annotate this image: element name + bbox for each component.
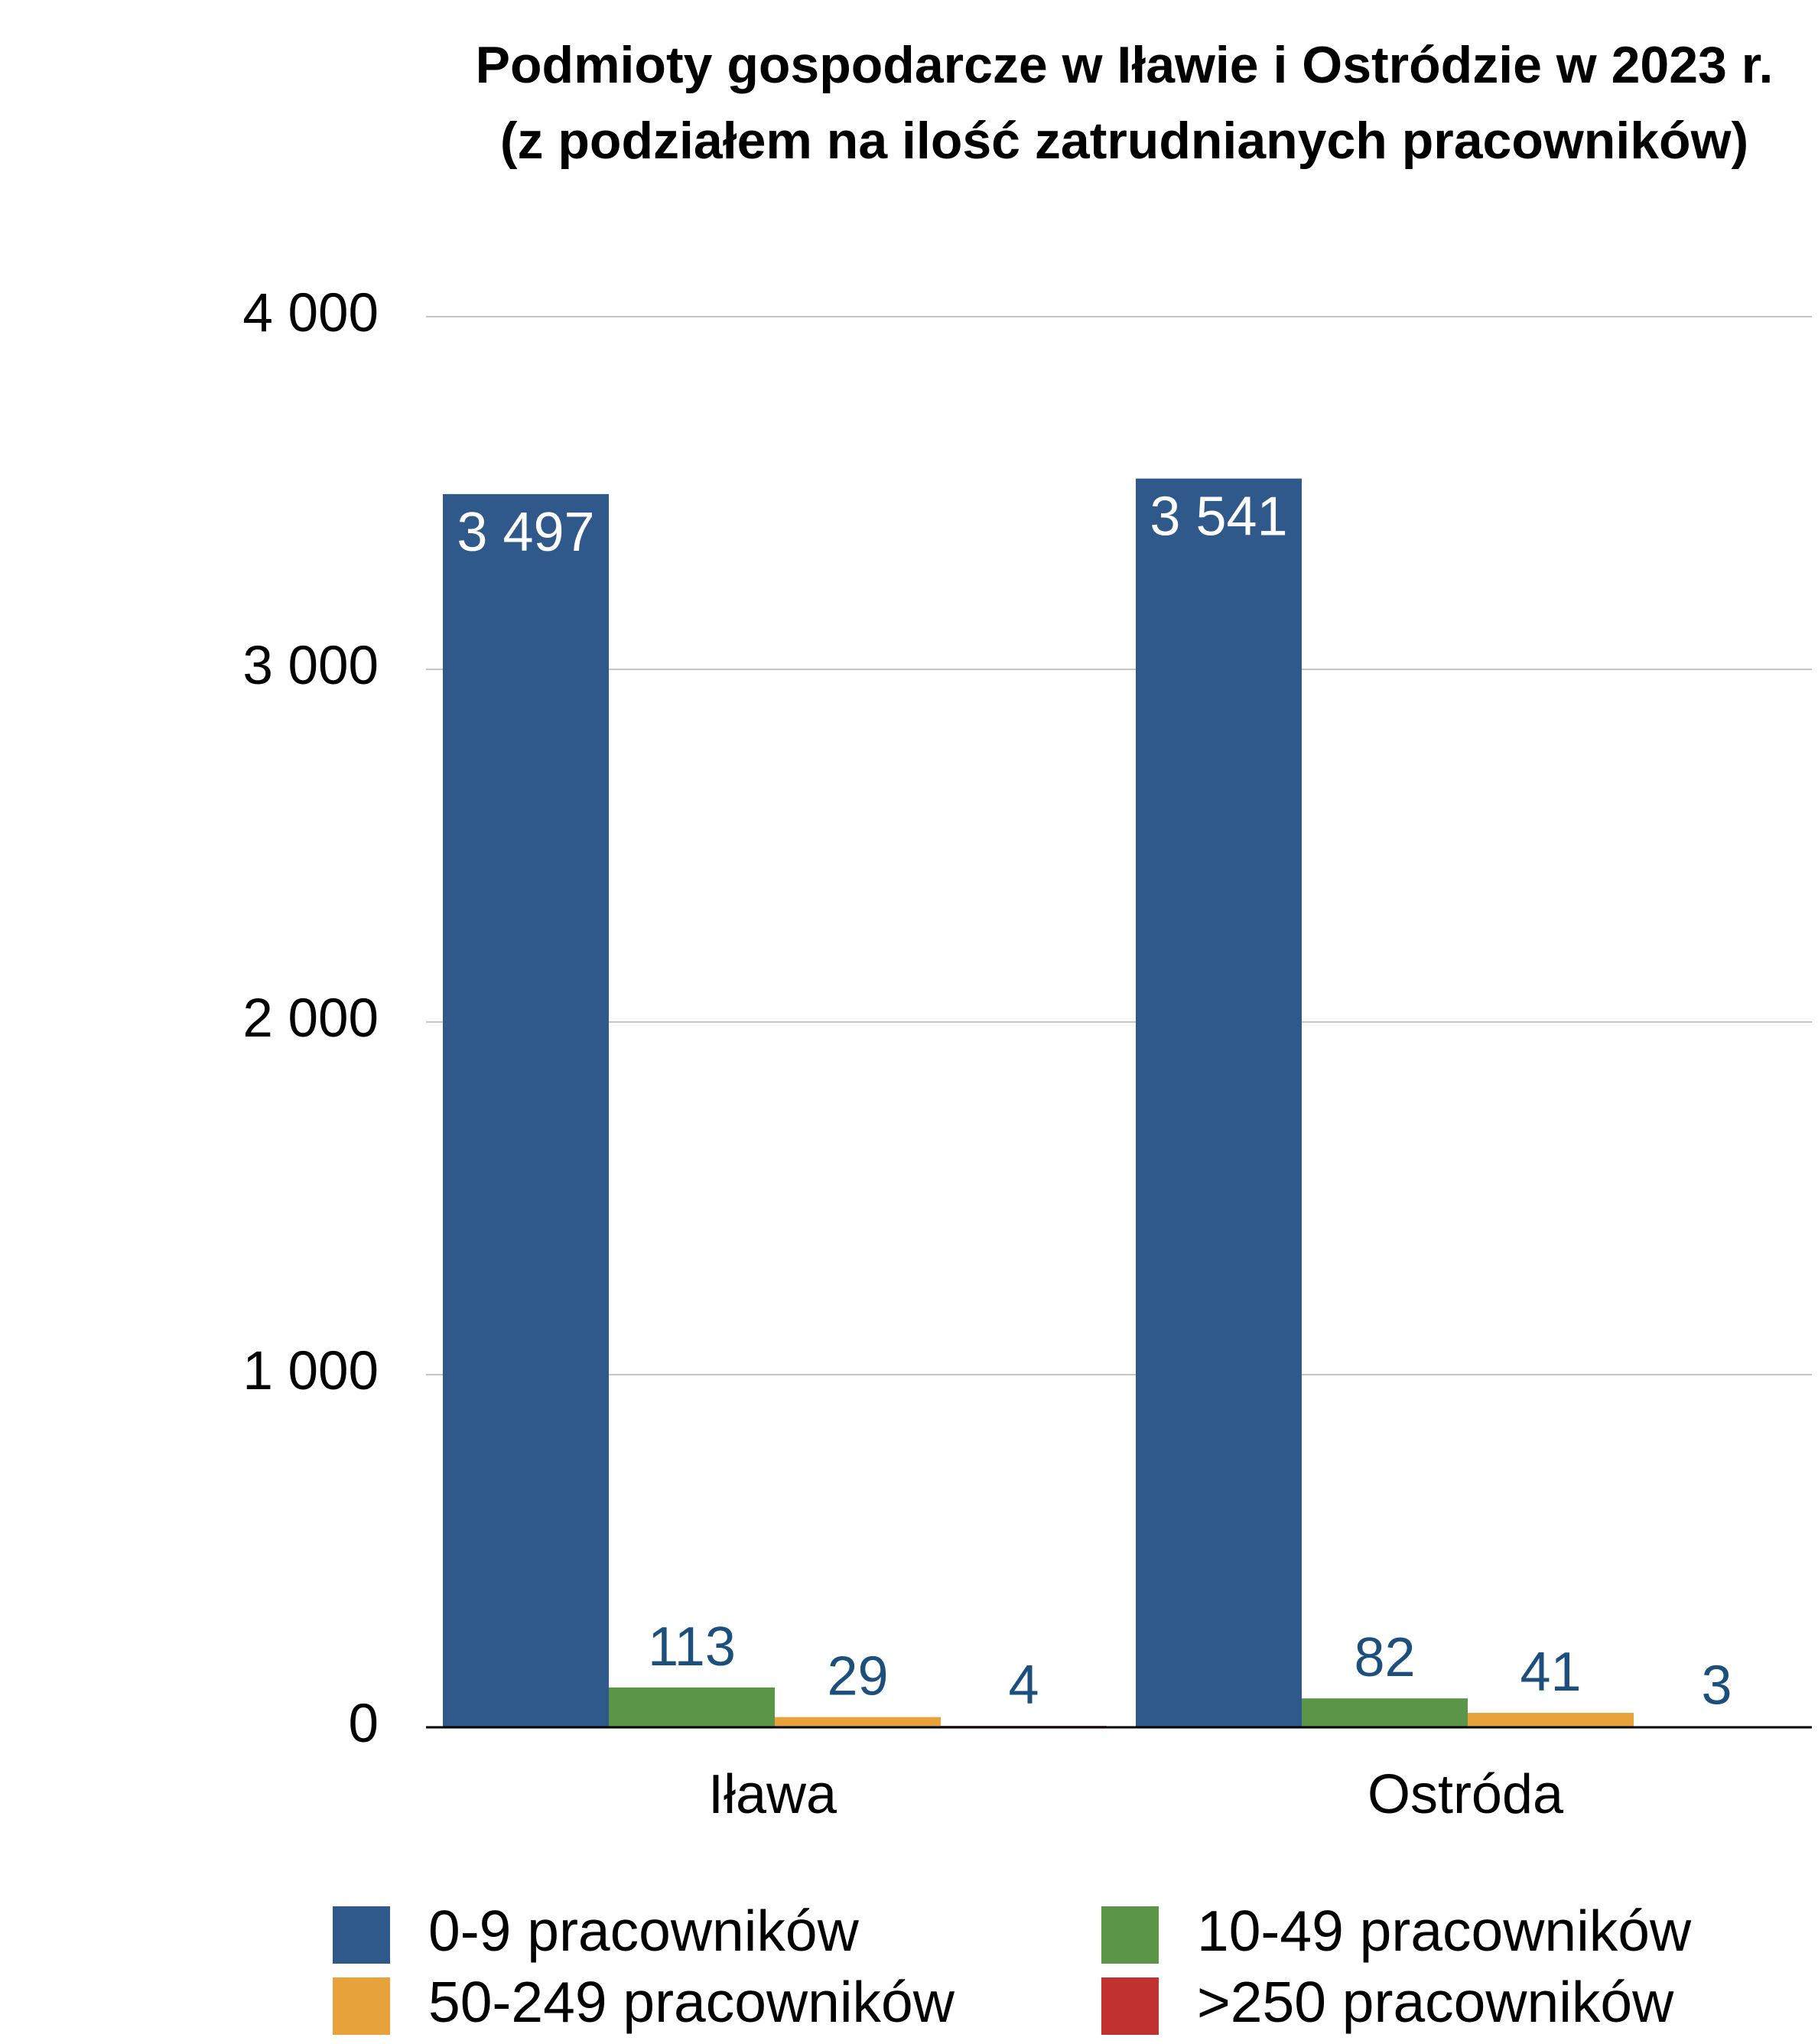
legend-label: 10-49 pracowników: [1197, 1899, 1692, 1963]
bar: [1468, 1713, 1634, 1727]
legend-swatch: [333, 1906, 390, 1964]
bar: [775, 1717, 941, 1727]
legend-swatch: [333, 1977, 390, 2035]
bar: [609, 1687, 775, 1727]
y-tick-label: 2 000: [242, 988, 379, 1049]
bar: [1302, 1698, 1468, 1727]
data-label: 3 541: [1150, 487, 1287, 548]
data-label: 41: [1520, 1642, 1581, 1703]
bar: [1136, 478, 1302, 1727]
y-tick-label: 4 000: [242, 283, 379, 343]
chart-title: Podmioty gospodarcze w Iławie i Ostródzi…: [475, 36, 1774, 170]
legend-swatch: [1101, 1977, 1159, 2035]
legend-label: 0-9 pracowników: [428, 1899, 860, 1963]
legend-swatch: [1101, 1906, 1159, 1964]
data-label: 3 497: [457, 502, 594, 563]
data-label: 29: [827, 1646, 888, 1707]
bar: [443, 493, 609, 1727]
y-tick-label: 1 000: [242, 1341, 379, 1401]
data-label: 82: [1354, 1627, 1415, 1688]
x-tick-label: Ostróda: [1368, 1764, 1564, 1825]
legend-label: 50-249 pracowników: [428, 1970, 955, 2034]
data-label: 113: [648, 1616, 736, 1678]
x-tick-label: Iława: [708, 1764, 837, 1825]
data-label: 4: [1008, 1655, 1039, 1716]
y-tick-label: 3 000: [242, 636, 379, 696]
data-label: 3: [1701, 1655, 1732, 1717]
y-tick-label: 0: [349, 1694, 379, 1754]
legend-label: >250 pracowników: [1197, 1970, 1674, 2034]
